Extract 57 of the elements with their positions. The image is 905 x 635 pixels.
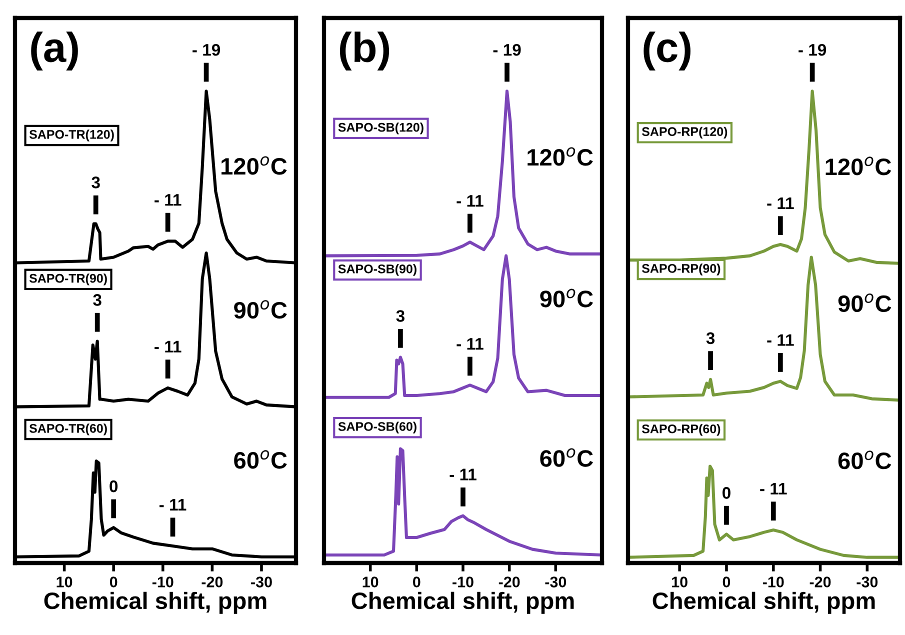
x-tick-label: -30 [856, 576, 878, 588]
x-tick-label: -20 [810, 576, 831, 588]
annotation: 3 [706, 332, 715, 344]
annotation: 90$^{o}$C [838, 294, 892, 312]
x-tick-label: -20 [498, 576, 520, 588]
text: SAPO-SB(90) [338, 264, 416, 276]
text: SAPO-RP(60) [642, 424, 720, 436]
x-tick-label: -20 [202, 576, 223, 588]
annotation: - 11 [154, 340, 182, 352]
chart-title: (a) [31, 32, 78, 70]
text: SAPO-SB(120) [338, 122, 424, 134]
x-tick-label: 10 [56, 576, 72, 588]
annotation: 60$^{o}$C [838, 450, 892, 470]
annotation: 120$^{o}$C [826, 156, 892, 176]
text: SAPO-RP(90) [642, 264, 720, 276]
annotation: 3 [396, 310, 404, 322]
annotation: 120$^{o}$C [528, 147, 593, 166]
annotation: - 11 [154, 194, 182, 206]
x-axis-title: Chemical shift, ppm [652, 592, 875, 614]
annotation: 60$^{o}$C [234, 450, 287, 469]
x-tick-label: -10 [152, 576, 174, 588]
x-tick-label: 0 [722, 576, 730, 588]
annotation: - 11 [767, 334, 794, 346]
annotation: 90$^{o}$C [234, 300, 287, 319]
chart-title: (c) [644, 32, 690, 70]
annotation: - 19 [192, 44, 220, 56]
x-tick-label: -30 [545, 576, 566, 588]
annotation: - 11 [456, 195, 484, 207]
text: SAPO-TR(60) [29, 424, 107, 436]
text: SAPO-TR(120) [29, 130, 114, 142]
annotation: - 11 [456, 338, 484, 350]
annotation: 90$^{o}$C [540, 288, 594, 308]
annotation: 3 [92, 176, 100, 188]
series-label: SAPO-SB(60) [338, 422, 416, 434]
x-tick-label: -10 [452, 576, 474, 588]
annotation: - 11 [160, 499, 186, 510]
text: SAPO-TR(90) [29, 274, 107, 286]
annotation: 0 [110, 480, 118, 492]
annotation: 0 [722, 487, 730, 499]
annotation: - 19 [493, 44, 521, 56]
annotation: - 19 [798, 44, 826, 56]
x-tick-label: 0 [413, 576, 420, 588]
chart-title: (b) [340, 32, 390, 70]
annotation: 60$^{o}$C [540, 448, 594, 467]
annotation: 120$^{o}$C [222, 156, 287, 175]
annotation: - 11 [450, 468, 476, 480]
annotation: 3 [93, 294, 102, 306]
x-tick-label: -30 [251, 576, 272, 588]
x-tick-label: 10 [362, 576, 378, 588]
text: SAPO-RP(120) [642, 126, 728, 138]
annotation: - 11 [767, 197, 794, 209]
x-axis-title: Chemical shift, ppm [352, 592, 574, 614]
x-tick-label: 10 [672, 576, 688, 588]
x-tick-label: 0 [110, 576, 118, 588]
x-axis-title: Chemical shift, ppm [44, 592, 266, 614]
x-tick-label: -10 [762, 576, 784, 588]
annotation: - 11 [760, 482, 787, 494]
